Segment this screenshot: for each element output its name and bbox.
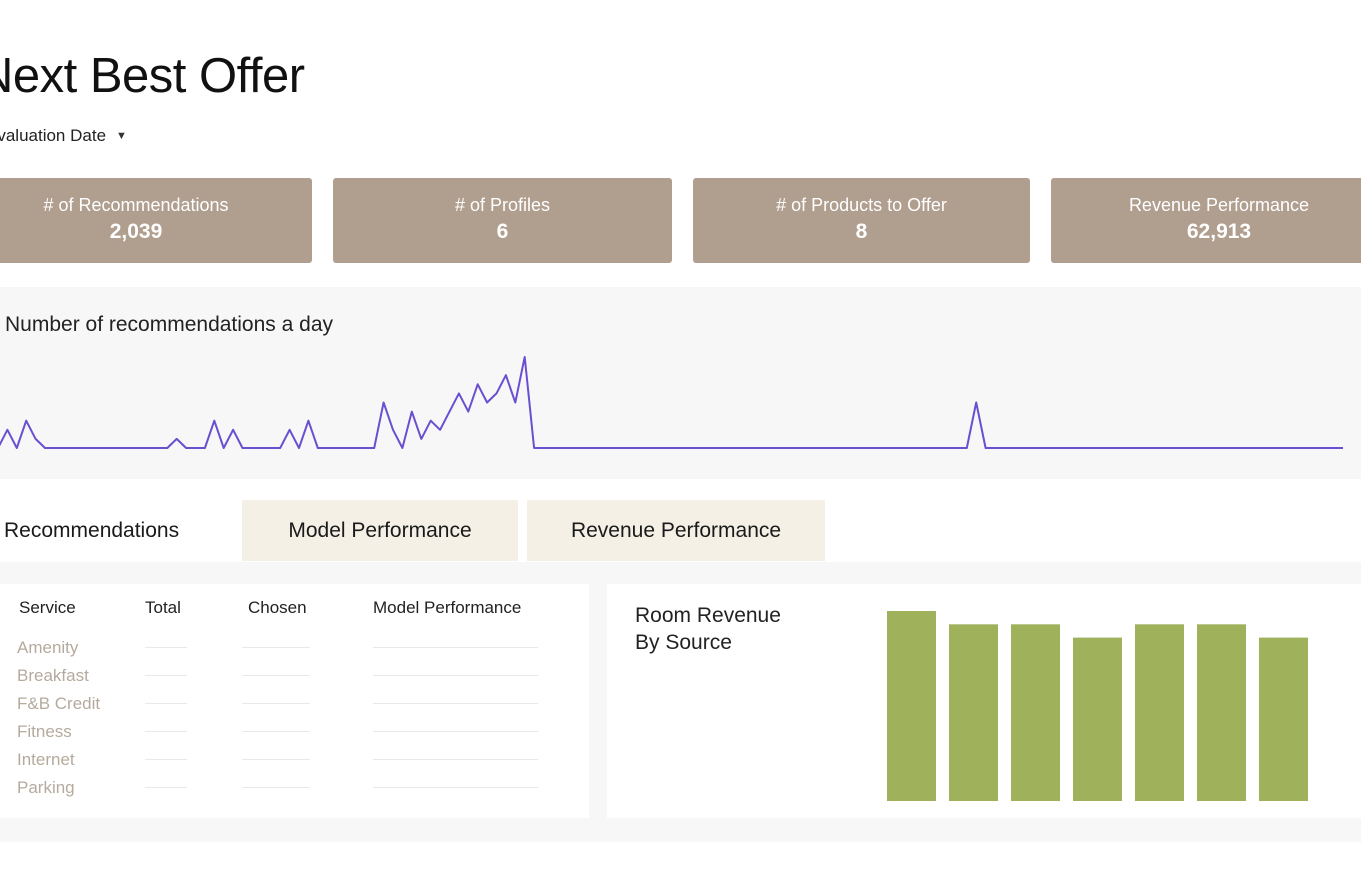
- tab-recommendations[interactable]: Recommendations: [0, 500, 232, 561]
- column-header-service: Service: [19, 598, 76, 617]
- table-cell-placeholder: [145, 675, 187, 676]
- table-cell-placeholder: [373, 675, 538, 676]
- table-row-label: Internet: [17, 750, 75, 769]
- kpi-value: 62,913: [1186, 220, 1252, 243]
- tab-bar: Recommendations Model Performance Revenu…: [0, 500, 1361, 562]
- table-cell-placeholder: [242, 647, 310, 648]
- table-cell-placeholder: [373, 731, 538, 732]
- table-cell-placeholder: [373, 703, 538, 704]
- bar-chart-title-line2: By Source: [635, 631, 732, 654]
- bar-chart-title: Room Revenue By Source: [635, 602, 825, 656]
- kpi-value: 6: [496, 220, 509, 243]
- evaluation-date-filter[interactable]: Evaluation Date ▼: [0, 126, 127, 146]
- kpi-card-recommendations: # of Recommendations 2,039: [0, 178, 312, 263]
- line-chart-title: Number of recommendations a day: [5, 313, 333, 336]
- kpi-card-revenue: Revenue Performance 62,913: [1051, 178, 1361, 263]
- bar-chart: [887, 611, 1308, 801]
- table-row-label: Parking: [17, 778, 75, 797]
- evaluation-date-label: Evaluation Date: [0, 126, 107, 145]
- table-cell-placeholder: [145, 759, 187, 760]
- table-cell-placeholder: [145, 647, 187, 648]
- table-cell-placeholder: [373, 647, 538, 648]
- table-cell-placeholder: [373, 759, 538, 760]
- table-cell-placeholder: [242, 703, 310, 704]
- recommendations-table: Service Total Chosen Model Performance A…: [0, 584, 589, 818]
- bar-6: [1259, 637, 1308, 801]
- bar-2: [1011, 624, 1060, 801]
- kpi-card-profiles: # of Profiles 6: [333, 178, 672, 263]
- kpi-card-products: # of Products to Offer 8: [693, 178, 1030, 263]
- kpi-label: # of Profiles: [454, 195, 551, 215]
- bar-5: [1197, 624, 1246, 801]
- table-cell-placeholder: [242, 675, 310, 676]
- table-cell-placeholder: [145, 731, 187, 732]
- tab-model-performance[interactable]: Model Performance: [242, 500, 518, 561]
- column-header-model-performance: Model Performance: [373, 598, 522, 617]
- table-cell-placeholder: [242, 759, 310, 760]
- line-series: [0, 356, 1343, 449]
- bar-0: [887, 611, 936, 801]
- table-cell-placeholder: [373, 787, 538, 788]
- kpi-value: 8: [855, 220, 868, 243]
- column-header-chosen: Chosen: [248, 598, 307, 617]
- table-cell-placeholder: [145, 703, 187, 704]
- caret-down-icon: ▼: [116, 130, 127, 142]
- kpi-label: # of Recommendations: [43, 195, 229, 215]
- column-header-total: Total: [145, 598, 181, 617]
- page-title: Next Best Offer: [0, 49, 305, 103]
- table-row-label: Breakfast: [17, 666, 89, 685]
- recommendations-per-day-panel: Number of recommendations a day: [0, 287, 1361, 479]
- line-chart: [0, 356, 1343, 449]
- table-row-label: Fitness: [17, 722, 72, 741]
- table-row-label: F&B Credit: [17, 694, 101, 713]
- bar-1: [949, 624, 998, 801]
- tab-revenue-performance[interactable]: Revenue Performance: [527, 500, 825, 561]
- bar-chart-title-line1: Room Revenue: [635, 604, 781, 627]
- table-cell-placeholder: [145, 787, 187, 788]
- room-revenue-card: Room Revenue By Source: [607, 584, 1361, 818]
- bar-3: [1073, 637, 1122, 801]
- kpi-label: # of Products to Offer: [776, 195, 947, 215]
- kpi-label: Revenue Performance: [1128, 195, 1310, 215]
- kpi-value: 2,039: [109, 220, 163, 243]
- table-cell-placeholder: [242, 731, 310, 732]
- table-cell-placeholder: [242, 787, 310, 788]
- bar-4: [1135, 624, 1184, 801]
- table-row-label: Amenity: [17, 638, 79, 657]
